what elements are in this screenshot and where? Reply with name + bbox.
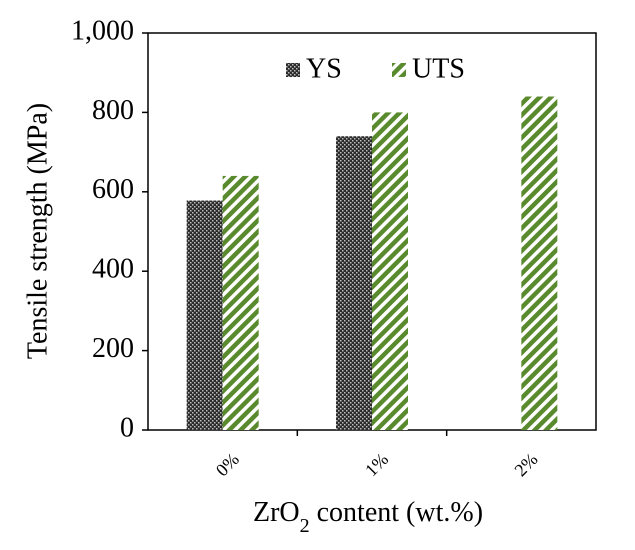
y-axis-title: Tensile strength (MPa) [22, 103, 53, 359]
bars [186, 96, 558, 431]
legend-label-ys: YS [306, 53, 342, 84]
x-axis-title-rest: content (wt.%) [310, 497, 483, 528]
legend-label-uts: UTS [412, 53, 465, 84]
legend-swatch-ys [286, 63, 300, 77]
legend: YS UTS [286, 53, 465, 84]
y-tick-label: 400 [92, 254, 134, 285]
y-tick-label: 1,000 [71, 15, 134, 46]
y-tick-label: 0 [120, 412, 134, 443]
bar-ys-0pct [186, 200, 223, 430]
x-tick-label: 1% [361, 449, 392, 480]
x-axis-title-subscript: 2 [300, 515, 310, 537]
bar-uts-2pct [521, 96, 558, 431]
y-tick-label: 800 [92, 95, 134, 126]
x-axis-title-main: ZrO [253, 497, 300, 528]
tick-labels: 0 200 400 600 800 1,000 0% 1% 2% [71, 15, 542, 480]
y-tick-label: 600 [92, 174, 134, 205]
x-tick-label: 2% [510, 449, 541, 480]
legend-swatch-uts [392, 63, 406, 77]
y-tick-label: 200 [92, 333, 134, 364]
bar-ys-1pct [336, 136, 372, 430]
x-axis-title: ZrO2 content (wt.%) [253, 497, 483, 537]
bar-uts-1pct [372, 112, 408, 431]
bar-uts-0pct [222, 175, 259, 430]
x-tick-label: 0% [212, 449, 243, 480]
